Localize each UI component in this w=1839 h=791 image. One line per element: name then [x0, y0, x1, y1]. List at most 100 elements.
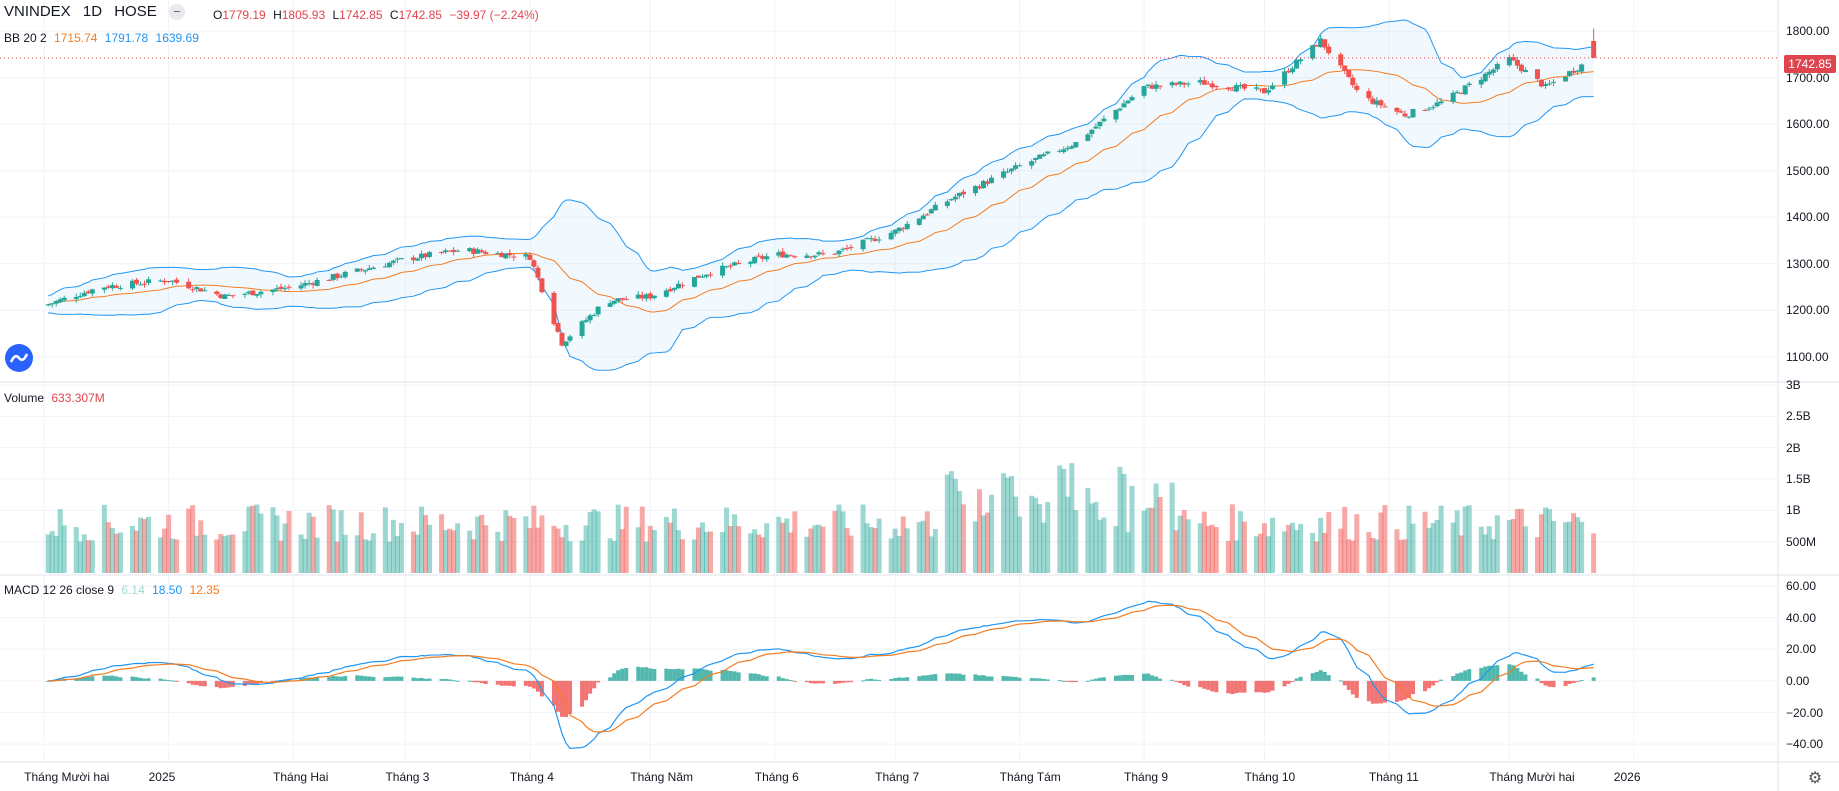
volume-bar [748, 533, 754, 573]
candle-body [1294, 59, 1300, 69]
macd-histogram-bar [1547, 680, 1552, 687]
candle [844, 244, 850, 251]
candle-body [495, 252, 501, 254]
macd-histogram-bar [588, 680, 593, 694]
candle-body [398, 258, 404, 260]
candle-body [382, 266, 388, 268]
candle [170, 280, 176, 286]
candle [920, 213, 926, 220]
candle [423, 252, 429, 260]
candle-body [1149, 85, 1155, 89]
minus-icon[interactable]: − [168, 4, 185, 21]
candle-body [720, 265, 726, 276]
volume-bar [338, 510, 344, 573]
macd-histogram-bar [1001, 675, 1006, 681]
volume-bar [451, 530, 457, 573]
candle [1057, 148, 1063, 154]
macd-histogram-bar [106, 675, 111, 681]
volume-bar [471, 539, 477, 573]
macd-histogram-bar [339, 676, 344, 681]
candle [306, 279, 312, 286]
candle-body [563, 341, 569, 347]
candle [551, 291, 557, 327]
candle-body [615, 298, 621, 302]
candle-body [1241, 84, 1247, 89]
gear-icon[interactable]: ⚙ [1807, 770, 1823, 787]
candle-body [162, 280, 168, 283]
price-tick-label: 1500.00 [1786, 163, 1830, 178]
candle [1093, 123, 1099, 129]
volume-bar [1169, 482, 1175, 573]
candle [804, 252, 810, 259]
candle [619, 298, 625, 303]
candle [948, 198, 954, 202]
volume-bar [1314, 541, 1320, 573]
candle [1209, 80, 1215, 90]
macd-histogram-bar [1005, 676, 1010, 681]
candle [924, 213, 930, 216]
candle [250, 290, 256, 296]
candle-body [198, 288, 204, 292]
volume-bar [579, 540, 585, 573]
time-tick-label: Tháng Năm [630, 770, 693, 784]
volume-bar [174, 539, 180, 573]
candle [1157, 85, 1163, 90]
macd-histogram-bar [507, 680, 512, 686]
candle [451, 247, 457, 256]
macd-histogram-bar [214, 680, 219, 688]
volume-bar [876, 518, 882, 573]
candle-body [776, 252, 782, 256]
candle [1378, 98, 1384, 109]
candle-body [647, 293, 653, 299]
macd-histogram-bar [836, 680, 841, 684]
volume-bar [186, 508, 192, 573]
macd-legend[interactable]: MACD 12 26 close 9 6.14 18.50 12.35 [4, 582, 224, 598]
macd-histogram-bar [564, 680, 569, 718]
candle-body [1033, 157, 1039, 160]
volume-bar [559, 537, 565, 573]
candle-body [1538, 79, 1544, 87]
macd-histogram-bar [1366, 680, 1371, 702]
candle [985, 179, 991, 187]
candle-body [362, 270, 368, 272]
macd-histogram-bar [158, 678, 163, 681]
volume-tick-label: 1.5B [1786, 472, 1811, 486]
macd-histogram-bar [820, 680, 825, 684]
volume-bar [591, 509, 597, 573]
volume-bar [158, 537, 164, 573]
macd-histogram-bar [664, 668, 669, 681]
volume-bar [1229, 504, 1235, 573]
candle [254, 293, 260, 299]
macd-histogram-bar [764, 676, 769, 681]
volume-legend[interactable]: Volume 633.307M [4, 390, 109, 406]
volume-bar [1041, 522, 1047, 573]
candle-body [764, 256, 770, 260]
volume-bar [1579, 521, 1585, 573]
candle [708, 271, 714, 278]
volume-bar [1310, 532, 1316, 573]
volume-name: Volume [4, 391, 45, 405]
candle-body [1462, 85, 1468, 95]
bb-legend[interactable]: BB 20 2 1715.74 1791.78 1639.69 [4, 30, 203, 46]
macd-histogram-bar [447, 679, 452, 681]
candle-body [1197, 80, 1203, 83]
macd-histogram-bar [1394, 680, 1399, 702]
tradingview-logo-icon[interactable] [5, 344, 33, 372]
macd-histogram-bar [732, 671, 737, 681]
candle [129, 279, 135, 291]
volume-bar [1029, 495, 1035, 573]
candle-body [980, 180, 986, 189]
volume-bar [551, 525, 557, 573]
volume-bar [1478, 526, 1484, 573]
volume-bar [720, 531, 726, 573]
volume-bar [888, 538, 894, 573]
macd-histogram-bar [832, 680, 837, 684]
macd-histogram-bar [1407, 680, 1412, 698]
candle [1434, 98, 1440, 108]
volume-bar [1073, 510, 1079, 573]
macd-tick-label: 40.00 [1786, 610, 1817, 625]
candle-body [583, 320, 589, 322]
symbol-header[interactable]: VNINDEX 1D HOSE − [4, 4, 193, 21]
macd-histogram-bar [142, 678, 147, 681]
